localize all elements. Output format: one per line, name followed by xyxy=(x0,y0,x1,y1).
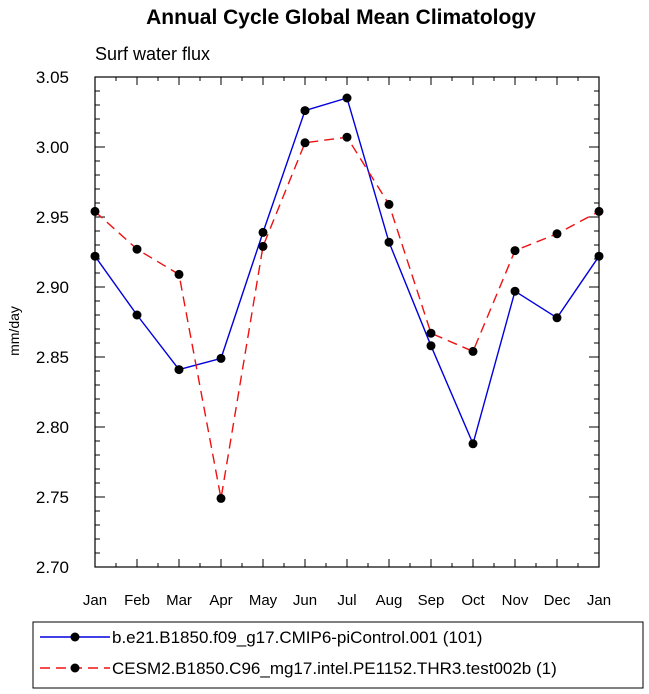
series-2-line xyxy=(94,136,600,499)
x-tick-label: Feb xyxy=(124,592,150,609)
x-tick-label: Oct xyxy=(461,592,485,609)
legend-label-series-2: CESM2.B1850.C96_mg17.intel.PE1152.THR3.t… xyxy=(112,659,557,678)
y-tick-label: 3.00 xyxy=(36,138,69,157)
y-tick-label: 2.70 xyxy=(36,558,69,577)
y-tick-label: 2.90 xyxy=(36,278,69,297)
chart-subtitle: Surf water flux xyxy=(95,44,210,64)
series-2-point xyxy=(258,241,268,251)
series-2-point xyxy=(342,132,352,142)
series-1-point xyxy=(132,310,142,320)
x-tick-label: Jul xyxy=(337,592,356,609)
x-tick-label: Jan xyxy=(83,592,107,609)
series-group xyxy=(90,93,604,503)
y-tick-label: 2.95 xyxy=(36,208,69,227)
x-tick-label: Jun xyxy=(293,592,317,609)
axes-group: Jan Feb Mar Apr May Jun Jul Aug Sep Oct Nov Dec Jan 2… xyxy=(36,68,611,609)
legend-box xyxy=(32,621,644,689)
series-1-point xyxy=(384,237,394,247)
series-2-point xyxy=(132,244,142,254)
series-1-point xyxy=(426,341,436,351)
series-1-line xyxy=(94,97,600,446)
series-2-point xyxy=(426,328,436,338)
series-2-point xyxy=(174,269,184,279)
series-1-point xyxy=(552,313,562,323)
y-tick-label: 3.05 xyxy=(36,68,69,87)
series-2-point xyxy=(552,229,562,239)
y-axis-label: mm/day xyxy=(6,306,22,356)
x-tick-label: Aug xyxy=(376,592,403,609)
y-tick-label: 2.85 xyxy=(36,348,69,367)
legend-marker-series-1 xyxy=(70,632,80,642)
series-1-point xyxy=(342,93,352,103)
series-2-point xyxy=(216,493,226,503)
y-tick-label: 2.75 xyxy=(36,488,69,507)
series-2-point xyxy=(468,346,478,356)
chart-title: Annual Cycle Global Mean Climatology xyxy=(146,6,536,29)
series-1-point xyxy=(258,227,268,237)
x-tick-label: Dec xyxy=(544,592,571,609)
x-tick-label: May xyxy=(249,592,278,609)
series-1-point xyxy=(216,353,226,363)
legend-marker-series-2 xyxy=(70,663,80,673)
series-1-point xyxy=(468,439,478,449)
x-tick-label: Jan xyxy=(587,592,611,609)
legend-label-series-1: b.e21.B1850.f09_g17.CMIP6-piControl.001 … xyxy=(112,628,482,647)
x-tick-label: Mar xyxy=(166,592,192,609)
x-tick-label: Apr xyxy=(209,592,232,609)
plot-area-frame xyxy=(94,76,600,568)
series-1-point xyxy=(510,286,520,296)
series-1-point xyxy=(174,365,184,375)
series-1-point xyxy=(300,106,310,116)
series-2-point xyxy=(510,246,520,256)
y-tick-label: 2.80 xyxy=(36,418,69,437)
series-2-point xyxy=(300,138,310,148)
x-tick-label: Sep xyxy=(418,592,445,609)
x-tick-label: Nov xyxy=(502,592,529,609)
legend: b.e21.B1850.f09_g17.CMIP6-piControl.001 … xyxy=(32,621,644,689)
series-2-point xyxy=(384,199,394,209)
